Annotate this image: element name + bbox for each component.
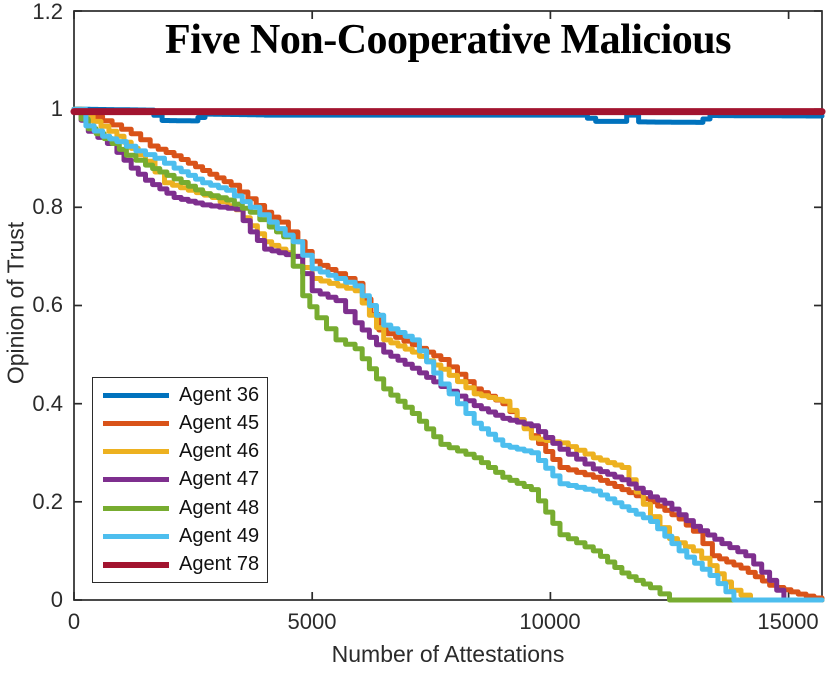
x-tick-label: 10000 bbox=[519, 609, 581, 634]
legend-entry: Agent 49 bbox=[103, 523, 267, 550]
y-tick-label: 1.2 bbox=[32, 0, 63, 24]
series-agent-48 bbox=[71, 106, 825, 603]
x-tick-label: 5000 bbox=[287, 609, 337, 634]
y-tick-label: 0.8 bbox=[32, 194, 63, 219]
y-tick-label: 0 bbox=[50, 587, 63, 612]
legend-label: Agent 49 bbox=[179, 525, 260, 548]
legend-line-sample bbox=[103, 449, 169, 455]
legend-line-sample bbox=[103, 505, 169, 511]
legend: Agent 36 Agent 45 Agent 46 Agent 47 Agen… bbox=[92, 377, 268, 583]
series-agent-49 bbox=[71, 106, 825, 603]
legend-line-sample bbox=[103, 477, 169, 483]
legend-entry: Agent 36 bbox=[103, 382, 267, 409]
y-tick-label: 0.6 bbox=[32, 292, 63, 317]
legend-label: Agent 78 bbox=[179, 553, 260, 576]
legend-entry: Agent 47 bbox=[103, 466, 267, 493]
legend-label: Agent 36 bbox=[179, 383, 260, 406]
x-tick-label: 0 bbox=[67, 609, 81, 634]
legend-line-sample bbox=[103, 392, 169, 398]
y-tick-label: 1 bbox=[50, 96, 63, 121]
legend-label: Agent 48 bbox=[179, 496, 260, 519]
y-tick-label: 0.2 bbox=[32, 489, 63, 514]
legend-entry: Agent 46 bbox=[103, 438, 267, 465]
legend-label: Agent 47 bbox=[179, 468, 260, 491]
legend-line-sample bbox=[103, 561, 169, 568]
legend-line-sample bbox=[103, 534, 169, 540]
legend-entry: Agent 78 bbox=[103, 551, 267, 578]
x-tick-label: 15000 bbox=[757, 609, 819, 634]
y-tick-label: 0.4 bbox=[32, 391, 63, 416]
x-axis-label: Number of Attestations bbox=[331, 641, 565, 667]
legend-label: Agent 45 bbox=[179, 411, 260, 434]
legend-entry: Agent 45 bbox=[103, 410, 267, 437]
legend-label: Agent 46 bbox=[179, 440, 260, 463]
legend-line-sample bbox=[103, 420, 169, 426]
chart-title: Five Non-Cooperative Malicious bbox=[165, 17, 731, 63]
legend-entry: Agent 48 bbox=[103, 495, 267, 522]
